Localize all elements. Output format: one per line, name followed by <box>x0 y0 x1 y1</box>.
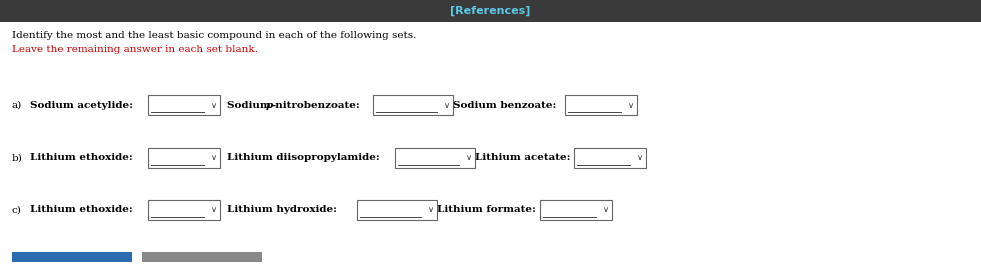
Bar <box>12 252 132 262</box>
Text: ∨: ∨ <box>637 153 644 163</box>
Bar <box>148 95 220 115</box>
Bar <box>574 148 646 168</box>
Bar <box>540 200 612 220</box>
Text: ∨: ∨ <box>211 206 217 214</box>
Bar <box>142 252 262 262</box>
Bar <box>373 95 453 115</box>
Text: Leave the remaining answer in each set blank.: Leave the remaining answer in each set b… <box>12 44 258 53</box>
Text: ∨: ∨ <box>428 206 434 214</box>
Text: Sodium benzoate:: Sodium benzoate: <box>453 101 556 110</box>
Text: p: p <box>266 101 274 110</box>
Text: ∨: ∨ <box>466 153 472 163</box>
Text: Sodium: Sodium <box>227 101 275 110</box>
Bar <box>565 95 637 115</box>
Text: Lithium ethoxide:: Lithium ethoxide: <box>30 153 132 163</box>
Text: Lithium hydroxide:: Lithium hydroxide: <box>227 206 337 214</box>
Text: ∨: ∨ <box>444 101 450 110</box>
Text: ∨: ∨ <box>628 101 634 110</box>
Text: Lithium acetate:: Lithium acetate: <box>475 153 571 163</box>
Bar <box>395 148 475 168</box>
Text: b): b) <box>12 153 23 163</box>
Text: Lithium diisopropylamide:: Lithium diisopropylamide: <box>227 153 380 163</box>
Bar <box>148 148 220 168</box>
Text: c): c) <box>12 206 22 214</box>
Text: ∨: ∨ <box>211 153 217 163</box>
Text: Lithium ethoxide:: Lithium ethoxide: <box>30 206 132 214</box>
Text: -nitrobenzoate:: -nitrobenzoate: <box>272 101 361 110</box>
Bar <box>148 200 220 220</box>
Text: Identify the most and the least basic compound in each of the following sets.: Identify the most and the least basic co… <box>12 31 416 39</box>
Text: Lithium formate:: Lithium formate: <box>437 206 536 214</box>
Text: ∨: ∨ <box>603 206 609 214</box>
Text: ∨: ∨ <box>211 101 217 110</box>
Bar <box>0 0 981 22</box>
Bar <box>357 200 437 220</box>
Text: [References]: [References] <box>450 6 531 16</box>
Text: a): a) <box>12 101 23 110</box>
Text: Sodium acetylide:: Sodium acetylide: <box>30 101 133 110</box>
